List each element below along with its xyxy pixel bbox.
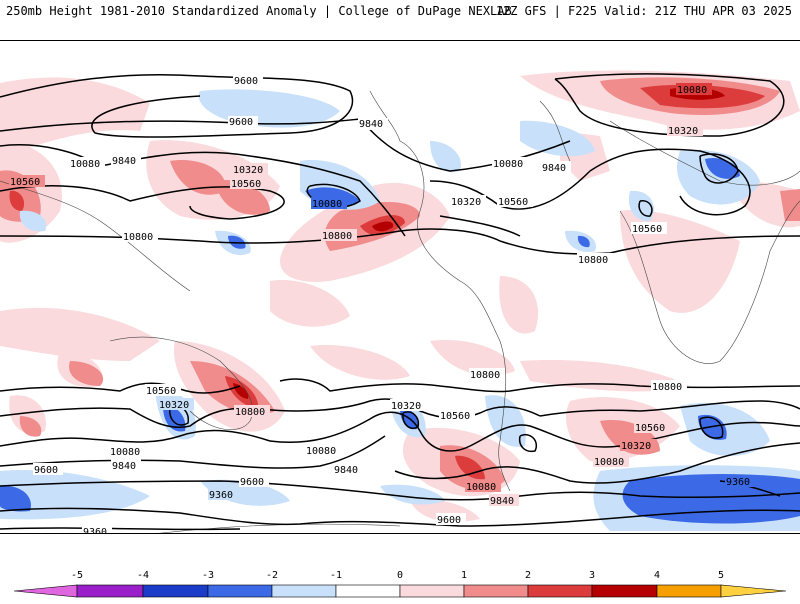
anomaly-map: 9600 9600 9840 10080 10320 10080 9840 10… <box>0 40 800 534</box>
contour-label: 10800 <box>123 232 153 243</box>
contour-labels: 9600 9600 9840 10080 10320 10080 9840 10… <box>9 74 755 533</box>
contour-label: 10320 <box>233 165 263 176</box>
contour-label: 10080 <box>466 482 496 493</box>
contour-label: 9600 <box>34 465 58 476</box>
contour-label: 10800 <box>652 382 682 393</box>
colorbar-bin <box>591 584 658 598</box>
contour-label: 10320 <box>621 441 651 452</box>
contour-label: 9840 <box>112 156 136 167</box>
model-valid-time: 12Z GFS | F225 Valid: 21Z THU APR 03 202… <box>495 4 792 18</box>
contour-label: 9600 <box>240 477 264 488</box>
contour-label: 9840 <box>490 496 514 507</box>
contour-label: 10080 <box>306 446 336 457</box>
contour-label: 9360 <box>83 527 107 533</box>
contour-label: 10080 <box>493 159 523 170</box>
colorbar-tick: -4 <box>137 570 149 581</box>
colorbar-tick: 4 <box>654 570 660 581</box>
colorbar-tick: -3 <box>202 570 214 581</box>
contour-label: 10560 <box>10 177 40 188</box>
contour-label: 10320 <box>668 126 698 137</box>
contour-label: 10560 <box>231 179 261 190</box>
colorbar-tick: -1 <box>330 570 342 581</box>
contour-label: 9840 <box>542 163 566 174</box>
contour-label: 9840 <box>359 119 383 130</box>
contour-label: 10560 <box>146 386 176 397</box>
contour-label: 10800 <box>322 231 352 242</box>
anomaly-colorbar: -5 -4 -3 -2 -1 0 1 2 3 4 5 <box>0 565 800 600</box>
colorbar-tick: -2 <box>266 570 278 581</box>
contour-label: 9360 <box>209 490 233 501</box>
map-title: 250mb Height 1981-2010 Standardized Anom… <box>6 4 512 18</box>
colorbar-bin <box>207 584 273 598</box>
contour-label: 10800 <box>470 370 500 381</box>
contour-label: 9840 <box>334 465 358 476</box>
colorbar-tick: 2 <box>525 570 531 581</box>
colorbar-tick-labels: -5 -4 -3 -2 -1 0 1 2 3 4 5 <box>71 570 724 581</box>
contour-label: 10320 <box>159 400 189 411</box>
colorbar-bin <box>399 584 465 598</box>
contour-label: 10320 <box>451 197 481 208</box>
colorbar-tick: 5 <box>718 570 724 581</box>
coastlines <box>0 90 800 533</box>
contour-label: 10080 <box>677 85 707 96</box>
colorbar-tick: 0 <box>397 570 403 581</box>
contour-label: 9840 <box>112 461 136 472</box>
contour-label: 10800 <box>578 255 608 266</box>
colorbar-bin <box>463 584 529 598</box>
contour-label: 9600 <box>234 76 258 87</box>
contour-label: 10080 <box>70 159 100 170</box>
height-contours <box>0 73 800 531</box>
colorbar-tick: 3 <box>589 570 595 581</box>
contour-label: 10800 <box>235 407 265 418</box>
colorbar-bin <box>335 584 401 598</box>
colorbar-tick: 1 <box>461 570 467 581</box>
colorbar-bin <box>271 584 337 598</box>
colorbar-bin <box>527 584 593 598</box>
contour-label: 10560 <box>440 411 470 422</box>
contour-label: 10080 <box>594 457 624 468</box>
colorbar-bin <box>13 584 78 598</box>
colorbar-tick: -5 <box>71 570 83 581</box>
contour-label: 10080 <box>312 199 342 210</box>
colorbar-bin <box>76 584 144 598</box>
contour-label: 9600 <box>229 117 253 128</box>
contour-label: 10560 <box>498 197 528 208</box>
colorbar-bin <box>720 584 787 598</box>
contour-label: 9600 <box>437 515 461 526</box>
colorbar-bin <box>656 584 722 598</box>
contour-label: 10080 <box>110 447 140 458</box>
colorbar-bin <box>142 584 209 598</box>
contour-label: 10320 <box>391 401 421 412</box>
contour-label: 9360 <box>726 477 750 488</box>
contour-label: 10560 <box>632 224 662 235</box>
colorbar-bins <box>13 584 787 598</box>
contour-label: 10560 <box>635 423 665 434</box>
